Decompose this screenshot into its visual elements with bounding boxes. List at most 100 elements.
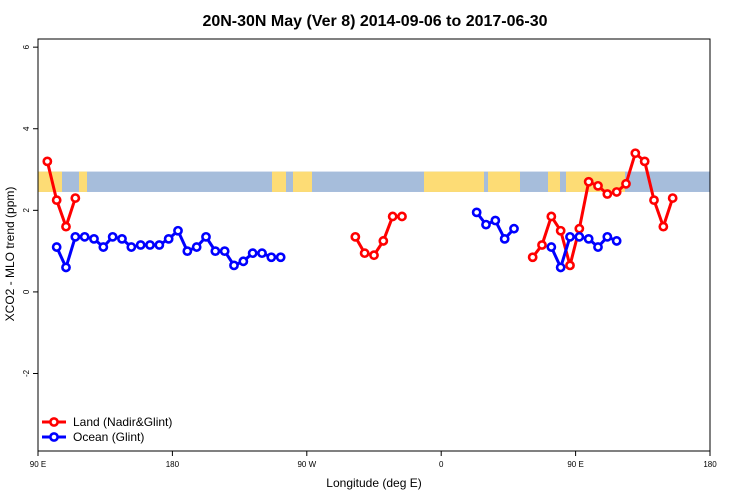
data-point xyxy=(555,225,566,236)
data-point xyxy=(602,189,613,199)
series-layer xyxy=(42,148,678,273)
legend-marker xyxy=(49,417,59,427)
data-point xyxy=(509,223,519,234)
data-point xyxy=(191,242,202,252)
data-point xyxy=(163,233,174,244)
data-point xyxy=(378,236,389,246)
chart-title: 20N-30N May (Ver 8) 2014-09-06 to 2017-0… xyxy=(202,13,547,30)
legend-label: Ocean (Glint) xyxy=(73,430,144,444)
data-point xyxy=(481,219,491,230)
data-point xyxy=(79,231,90,242)
map-land xyxy=(79,171,87,192)
series-line xyxy=(531,151,675,267)
legend-label: Land (Nadir&Glint) xyxy=(73,415,172,429)
data-point xyxy=(546,242,557,252)
y-tick-label: 0 xyxy=(22,289,31,294)
x-tick-label: 90 E xyxy=(30,460,46,469)
data-point xyxy=(210,246,221,257)
map-land xyxy=(293,171,300,192)
series-1 xyxy=(51,207,622,273)
map-land xyxy=(424,171,438,192)
data-point xyxy=(583,176,594,187)
data-point xyxy=(359,248,370,259)
data-point xyxy=(51,195,62,206)
data-point xyxy=(145,240,155,250)
data-point xyxy=(369,250,379,261)
series-line xyxy=(45,161,77,229)
data-point xyxy=(117,233,127,244)
data-point xyxy=(238,256,249,267)
data-point xyxy=(602,231,613,242)
data-point xyxy=(490,215,501,226)
data-point xyxy=(107,231,118,242)
data-point xyxy=(229,260,239,271)
map-land xyxy=(488,171,520,192)
data-point xyxy=(51,242,62,252)
x-tick-label: 180 xyxy=(166,460,180,469)
data-point xyxy=(649,195,659,206)
data-point xyxy=(471,207,482,218)
y-axis-label: XCO2 - MLO trend (ppm) xyxy=(3,187,17,322)
data-point xyxy=(593,180,603,191)
data-point xyxy=(527,252,538,263)
data-point xyxy=(397,211,407,222)
data-point xyxy=(565,260,575,271)
data-point xyxy=(126,242,137,252)
data-point xyxy=(639,156,650,167)
map-land xyxy=(548,171,560,192)
data-point xyxy=(89,233,99,244)
data-point xyxy=(275,252,286,263)
y-tick-label: 4 xyxy=(22,126,31,131)
map-land xyxy=(300,171,312,192)
data-point xyxy=(667,193,678,203)
x-axis-label: Longitude (deg E) xyxy=(326,476,421,490)
map-ocean xyxy=(38,171,710,192)
y-axis: -2 0 2 4 6 xyxy=(22,44,38,377)
map-land xyxy=(38,171,62,192)
data-point xyxy=(546,211,557,222)
data-point xyxy=(350,231,361,242)
data-point xyxy=(173,225,183,236)
data-point xyxy=(201,231,211,242)
data-point xyxy=(630,148,641,159)
data-point xyxy=(61,221,71,232)
series-0 xyxy=(42,148,678,271)
data-point xyxy=(70,193,81,203)
legend-marker xyxy=(49,432,59,442)
data-point xyxy=(611,187,622,197)
data-point xyxy=(574,223,585,234)
data-point xyxy=(135,240,146,250)
map-band xyxy=(38,171,710,192)
x-tick-label: 90 E xyxy=(567,460,583,469)
data-point xyxy=(70,231,81,242)
x-axis: 90 E 180 90 W 0 90 E 180 xyxy=(30,451,717,469)
data-point xyxy=(565,231,575,242)
data-point xyxy=(257,248,267,259)
data-point xyxy=(621,178,631,189)
data-point xyxy=(537,240,547,250)
x-tick-label: 90 W xyxy=(297,460,316,469)
y-tick-label: -2 xyxy=(22,369,31,377)
data-point xyxy=(61,262,71,273)
data-point xyxy=(583,233,594,244)
y-tick-label: 6 xyxy=(22,44,31,49)
data-point xyxy=(182,246,193,257)
data-point xyxy=(611,236,622,246)
x-tick-label: 180 xyxy=(703,460,717,469)
data-point xyxy=(574,231,585,242)
data-point xyxy=(555,262,566,273)
data-point xyxy=(658,221,669,232)
data-point xyxy=(593,242,603,252)
data-point xyxy=(219,246,230,257)
x-tick-label: 0 xyxy=(439,460,444,469)
plot-frame xyxy=(37,38,711,452)
data-point xyxy=(247,248,258,259)
data-point xyxy=(387,211,398,222)
data-point xyxy=(42,156,53,167)
data-point xyxy=(154,240,165,250)
data-point xyxy=(98,242,109,252)
y-tick-label: 2 xyxy=(22,208,31,213)
legend: Land (Nadir&Glint)Ocean (Glint) xyxy=(42,415,172,444)
map-land xyxy=(272,171,286,192)
